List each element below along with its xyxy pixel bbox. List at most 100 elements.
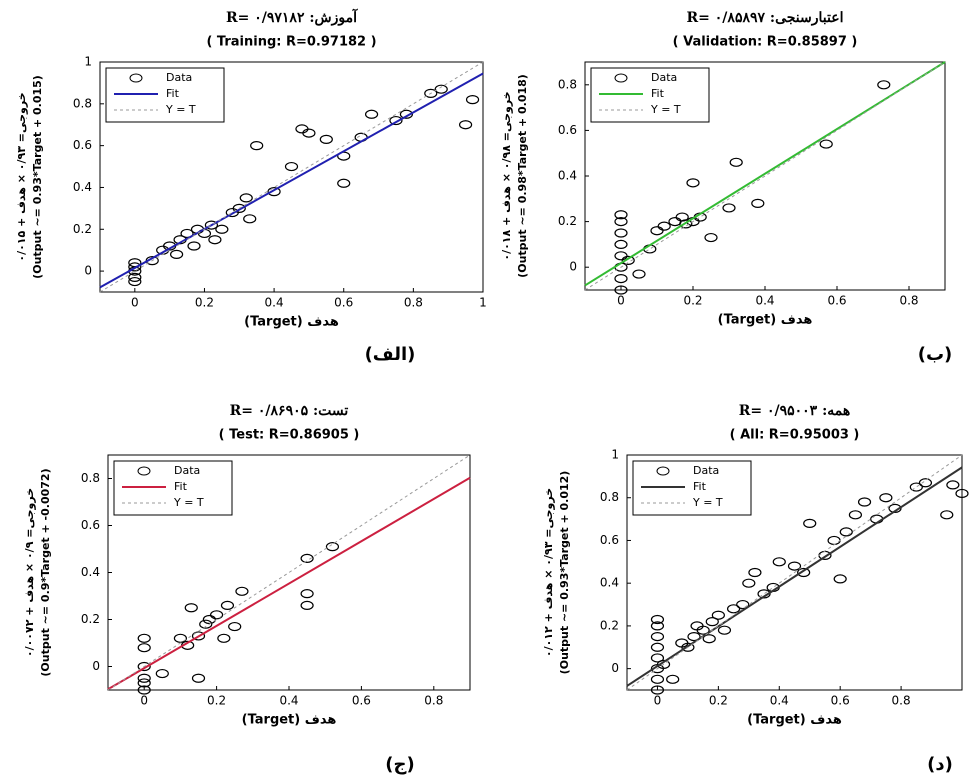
chart-title: همه: R= ۰/۹۵۰۰۳ xyxy=(739,403,851,419)
legend-marker xyxy=(614,73,628,83)
data-point xyxy=(300,589,314,599)
data-point xyxy=(650,685,665,695)
data-point xyxy=(681,642,695,652)
data-point xyxy=(705,617,719,627)
data-point xyxy=(729,157,743,167)
x-tick-label: 0.8 xyxy=(404,296,423,310)
data-point xyxy=(319,134,333,144)
data-point xyxy=(202,614,216,625)
data-point xyxy=(614,217,628,227)
y-tick-label: 1 xyxy=(84,55,92,69)
data-point xyxy=(424,88,438,98)
y-axis-label: خروجی= ۰/۹۳ × هدف + ۰/۰۱۲ xyxy=(542,488,555,657)
x-tick-label: 0.4 xyxy=(265,296,284,310)
data-point xyxy=(833,574,847,584)
data-point xyxy=(696,625,710,635)
data-point xyxy=(757,589,771,599)
data-point xyxy=(191,631,206,641)
data-point xyxy=(687,631,701,642)
data-point xyxy=(267,187,281,197)
legend-label: Data xyxy=(174,464,200,477)
data-point xyxy=(614,239,628,249)
y-tick-label: 0.6 xyxy=(558,123,577,137)
data-point xyxy=(325,542,340,552)
y-tick-label: 0 xyxy=(611,661,619,675)
data-point xyxy=(666,674,680,684)
data-point xyxy=(614,274,628,284)
data-point xyxy=(208,235,222,245)
data-point xyxy=(621,255,635,265)
x-tick-label: 0.2 xyxy=(195,296,214,310)
data-point xyxy=(614,228,628,238)
data-point xyxy=(217,633,231,643)
data-point xyxy=(848,510,863,520)
data-point xyxy=(742,578,756,588)
data-point xyxy=(228,621,242,632)
y-axis-label: (Output ~= 0.93*Target + 0.012) xyxy=(558,471,571,675)
y-tick-label: 0.4 xyxy=(558,169,577,183)
legend-label: Data xyxy=(651,71,677,84)
data-point xyxy=(137,685,151,695)
y-tick-label: 0.2 xyxy=(73,222,92,236)
y-tick-label: 0.8 xyxy=(558,77,577,91)
x-tick-label: 0 xyxy=(654,694,662,708)
data-point xyxy=(772,557,786,567)
data-point xyxy=(839,527,853,537)
data-point xyxy=(232,203,246,213)
data-point xyxy=(128,262,142,272)
data-point xyxy=(210,610,224,620)
data-point xyxy=(704,232,718,243)
data-point xyxy=(220,600,235,611)
y-tick-label: 0.8 xyxy=(81,471,100,485)
panel-label: (الف) xyxy=(365,344,416,365)
data-point xyxy=(726,604,741,614)
legend-marker xyxy=(129,73,143,83)
legend-marker xyxy=(137,466,151,476)
x-tick-label: 0.4 xyxy=(770,694,789,708)
data-point xyxy=(187,241,201,251)
x-tick-label: 0.6 xyxy=(334,296,353,310)
data-point xyxy=(736,599,750,610)
panel-label: (ب) xyxy=(918,344,953,365)
legend-label: Y = T xyxy=(165,103,196,116)
data-point xyxy=(458,120,473,130)
legend-label: Y = T xyxy=(173,496,204,509)
legend-label: Y = T xyxy=(650,103,681,116)
x-tick-label: 1 xyxy=(479,296,487,310)
data-point xyxy=(879,493,893,503)
legend-label: Fit xyxy=(166,87,180,100)
data-point xyxy=(946,480,960,490)
data-point xyxy=(650,621,665,631)
data-point xyxy=(686,178,700,188)
data-point xyxy=(787,561,802,571)
y-tick-label: 0.4 xyxy=(81,565,100,579)
chart-title: آموزش: R= ۰/۹۷۱۸۲ xyxy=(226,8,358,26)
data-point xyxy=(614,251,628,261)
data-point xyxy=(614,285,628,295)
y-tick-label: 0.4 xyxy=(73,180,92,194)
x-tick-label: 0 xyxy=(131,296,139,310)
data-point xyxy=(128,272,142,282)
data-point xyxy=(888,503,902,514)
x-tick-label: 0 xyxy=(140,694,148,708)
panel-label: (ج) xyxy=(385,754,414,775)
legend-label: Fit xyxy=(174,480,188,493)
data-point xyxy=(803,518,817,528)
data-point xyxy=(717,625,732,635)
data-point xyxy=(702,634,716,644)
data-point xyxy=(940,510,954,520)
data-point xyxy=(650,674,665,684)
x-axis-label: هدف (Target) xyxy=(242,713,337,728)
legend-marker xyxy=(656,466,670,476)
chart-subtitle: ( Training: R=0.97182 ) xyxy=(206,35,376,50)
x-tick-label: 0.2 xyxy=(709,694,728,708)
y-tick-label: 0.2 xyxy=(81,612,100,626)
data-point xyxy=(180,228,194,239)
data-point xyxy=(465,95,480,105)
identity-line xyxy=(626,454,963,691)
chart-title: اعتبارسنجی: R= ۰/۸۵۸۹۷ xyxy=(687,10,844,26)
data-point xyxy=(819,139,833,149)
data-point xyxy=(632,269,646,279)
data-point xyxy=(184,603,198,613)
